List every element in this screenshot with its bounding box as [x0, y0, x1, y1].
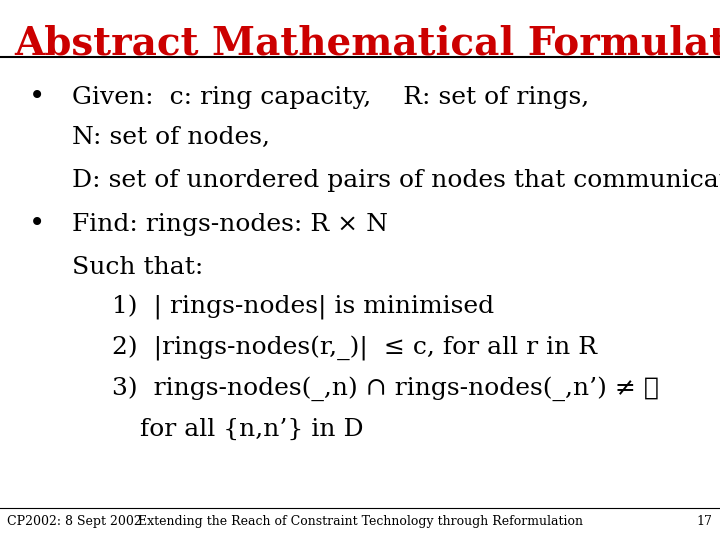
Text: 2)  |rings-nodes(r,_)|  ≤ c, for all r in R: 2) |rings-nodes(r,_)| ≤ c, for all r in …: [112, 336, 597, 361]
Text: 3)  rings-nodes(_,n) ∩ rings-nodes(_,n’) ≠ ∅: 3) rings-nodes(_,n) ∩ rings-nodes(_,n’) …: [112, 376, 659, 401]
Text: Given:  c: ring capacity,    R: set of rings,: Given: c: ring capacity, R: set of rings…: [72, 86, 589, 109]
Text: Find: rings-nodes: R × N: Find: rings-nodes: R × N: [72, 213, 388, 235]
Text: CP2002: 8 Sept 2002: CP2002: 8 Sept 2002: [7, 515, 142, 528]
Text: for all {n,n’} in D: for all {n,n’} in D: [140, 418, 364, 441]
Text: D: set of unordered pairs of nodes that communicate: D: set of unordered pairs of nodes that …: [72, 170, 720, 192]
Text: N: set of nodes,: N: set of nodes,: [72, 126, 270, 149]
Text: 1)  | rings-nodes| is minimised: 1) | rings-nodes| is minimised: [112, 295, 494, 320]
Text: •: •: [29, 211, 45, 238]
Text: 17: 17: [697, 515, 713, 528]
Text: •: •: [29, 84, 45, 111]
Text: Such that:: Such that:: [72, 256, 203, 279]
Text: Abstract Mathematical Formulation: Abstract Mathematical Formulation: [14, 24, 720, 62]
Text: Extending the Reach of Constraint Technology through Reformulation: Extending the Reach of Constraint Techno…: [138, 515, 582, 528]
